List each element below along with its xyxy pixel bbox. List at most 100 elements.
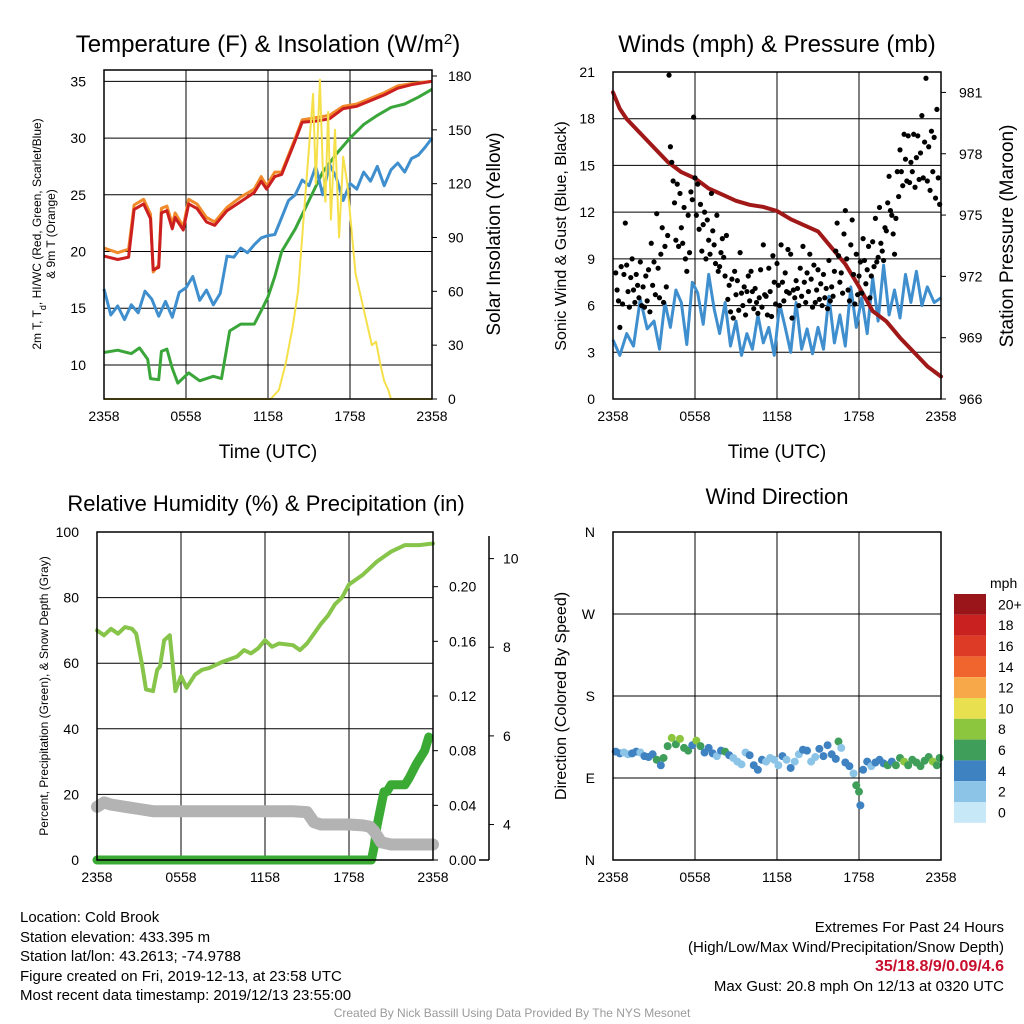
- direction-point: [745, 751, 754, 760]
- direction-point: [916, 762, 925, 771]
- gust-point: [896, 193, 902, 200]
- gust-point: [733, 292, 739, 298]
- gust-point: [734, 278, 740, 284]
- direction-point: [856, 801, 865, 810]
- gust-point: [829, 284, 835, 290]
- gust-point: [666, 72, 672, 78]
- gust-point: [699, 248, 705, 254]
- gust-point: [885, 200, 891, 206]
- gust-point: [923, 75, 929, 81]
- direction-point: [667, 733, 676, 742]
- most-recent-timestamp: Most recent data timestamp: 2019/12/13 2…: [20, 987, 352, 1004]
- chart-title: Temperature (F) & Insolation (W/m2): [76, 31, 460, 59]
- series-line-green: [103, 88, 433, 385]
- gust-point: [849, 217, 855, 223]
- gust-point: [797, 265, 803, 271]
- gust-point: [764, 312, 771, 318]
- legend-label: 18: [998, 617, 1014, 633]
- direction-point: [704, 743, 713, 752]
- legend-label: 16: [998, 638, 1014, 654]
- y-tick-label: 30: [70, 130, 86, 146]
- gust-point: [663, 284, 669, 290]
- direction-point: [648, 750, 657, 759]
- gust-point: [622, 220, 628, 226]
- gust-point: [928, 128, 935, 134]
- gust-point: [874, 259, 880, 265]
- gust-point: [727, 309, 734, 315]
- legend-label: 2: [998, 784, 1006, 800]
- direction-point: [659, 753, 668, 762]
- gust-point: [673, 237, 679, 243]
- gust-point: [860, 236, 866, 242]
- y-tick-label: 40: [63, 721, 79, 737]
- y-right-tick-label: 150: [448, 122, 472, 138]
- gust-point: [659, 225, 665, 231]
- gust-point: [823, 285, 829, 292]
- gust-point: [796, 302, 802, 309]
- legend-swatch: [954, 614, 986, 636]
- gust-point: [654, 211, 660, 217]
- direction-point: [823, 741, 832, 750]
- gust-point: [737, 250, 743, 256]
- y-axis-title-line2: & 9m T (Orange): [44, 189, 58, 279]
- direction-point: [652, 755, 661, 764]
- temperature-chart: Temperature (F) & Insolation (W/m2) 10 15 2…: [30, 31, 505, 464]
- chart-title: Winds (mph) & Pressure (mb): [618, 31, 935, 58]
- legend-label: 6: [998, 742, 1006, 758]
- gust-point: [859, 290, 865, 296]
- gust-point: [807, 251, 813, 257]
- max-gust: Max Gust: 20.8 mph On 12/13 at 0320 UTC: [713, 977, 1004, 995]
- gust-point: [893, 215, 899, 221]
- x-tick-label: 2358: [417, 869, 448, 885]
- gust-point: [708, 190, 715, 197]
- legend-label: 0: [998, 804, 1006, 820]
- gust-point: [674, 181, 680, 187]
- gust-point: [658, 251, 664, 257]
- y-right-tick-label: 60: [448, 283, 464, 299]
- gust-point: [912, 184, 918, 190]
- y-right-tick-label: 180: [448, 68, 472, 84]
- gust-point: [625, 288, 631, 295]
- gust-point: [745, 273, 751, 279]
- gust-point: [753, 299, 760, 306]
- speed-legend: mph 20+ 18 16 14 12 10 8 6 4 2 0: [954, 575, 1022, 823]
- legend-label: 4: [998, 763, 1006, 779]
- direction-point: [656, 761, 665, 770]
- legend-swatch: [954, 594, 986, 615]
- extremes-subheading: (High/Low/Max Wind/Precipitation/Snow De…: [688, 938, 1004, 956]
- gust-point: [680, 240, 686, 246]
- y-tick-label: 20: [70, 244, 86, 260]
- x-tick-label: 2358: [416, 408, 447, 424]
- direction-point: [737, 760, 746, 769]
- series-line-red: [103, 79, 433, 272]
- y-tick-label: 100: [56, 524, 80, 540]
- x-tick-label: 1158: [250, 869, 280, 885]
- gust-point: [614, 287, 620, 293]
- x-tick-label: 1758: [843, 869, 874, 885]
- gust-point: [723, 232, 730, 239]
- direction-point: [837, 743, 846, 752]
- gust-point: [722, 273, 728, 279]
- gust-point: [669, 159, 675, 165]
- gust-point: [915, 133, 921, 139]
- y-right-tick-label: 969: [959, 330, 983, 346]
- gust-point: [833, 248, 839, 254]
- gust-point: [637, 259, 643, 265]
- x-tick-label: 0558: [170, 408, 201, 424]
- extremes-values: 35/18.8/9/0.09/4.6: [875, 958, 1004, 975]
- direction-point: [855, 787, 863, 796]
- direction-point: [770, 755, 779, 764]
- gust-point: [643, 273, 649, 279]
- gust-point: [844, 256, 850, 262]
- gust-point: [617, 324, 623, 330]
- x-tick-label: 2358: [925, 869, 956, 885]
- gust-point: [645, 267, 652, 273]
- y-right-axis-title: Solar Insolation (Yellow): [484, 132, 505, 335]
- legend-swatch: [954, 656, 986, 678]
- gust-point: [872, 215, 879, 221]
- legend-swatch: [954, 802, 986, 823]
- x-tick-label: 1758: [334, 408, 365, 424]
- gust-point: [890, 231, 896, 237]
- snow-tick-label: 10: [503, 551, 519, 567]
